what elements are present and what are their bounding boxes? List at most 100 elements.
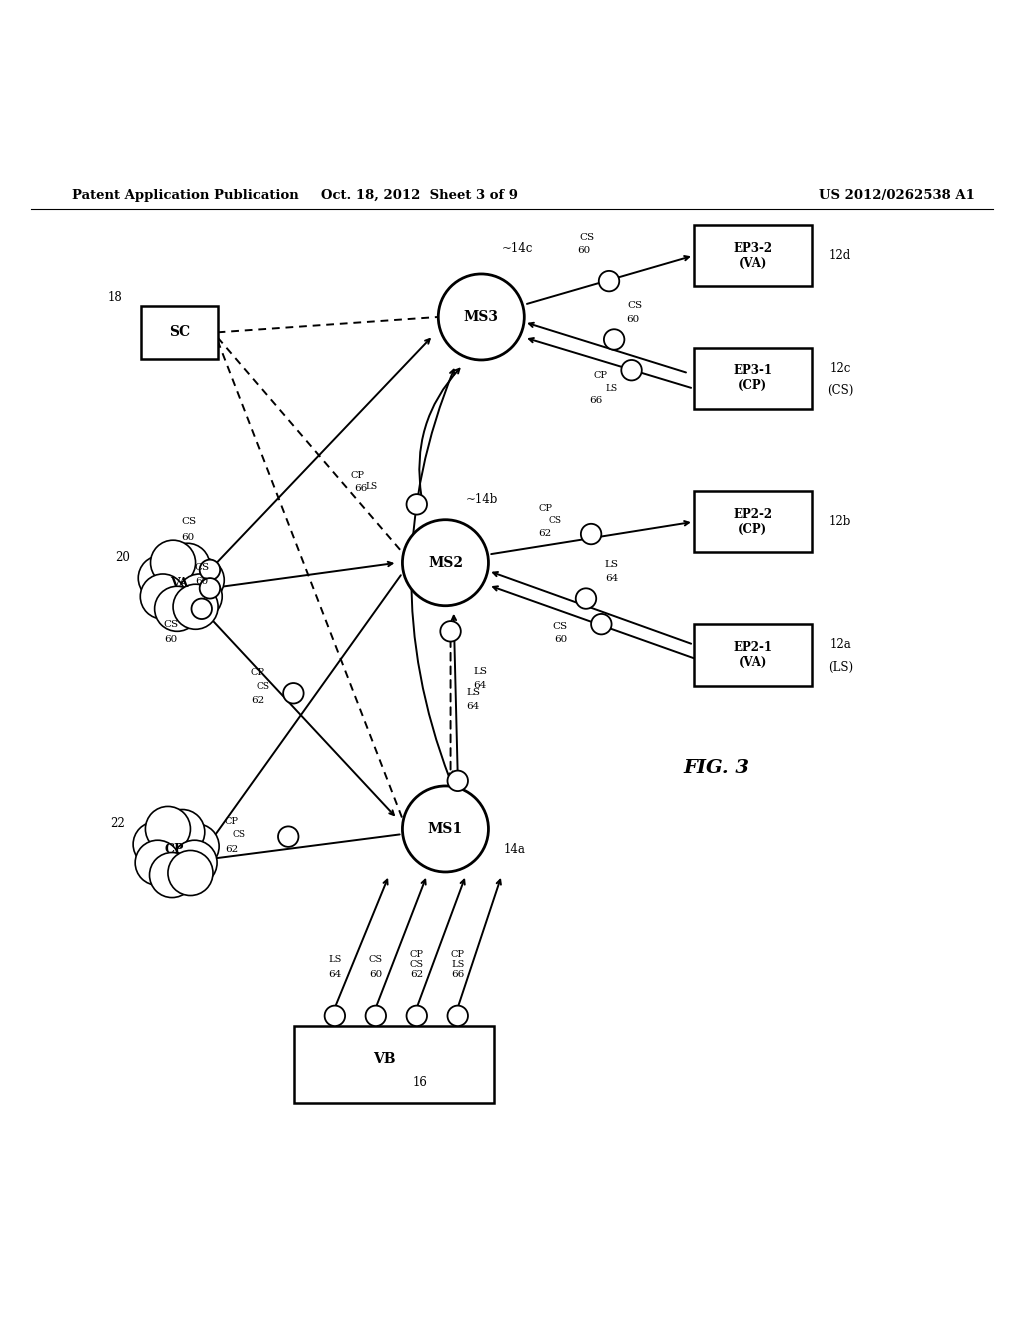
FancyArrowPatch shape — [527, 256, 689, 304]
Circle shape — [622, 360, 642, 380]
Text: 60: 60 — [577, 246, 590, 255]
Circle shape — [407, 494, 427, 515]
Text: US 2012/0262538 A1: US 2012/0262538 A1 — [819, 189, 975, 202]
Text: 60: 60 — [626, 314, 639, 323]
FancyBboxPatch shape — [694, 491, 811, 553]
FancyArrowPatch shape — [213, 562, 392, 587]
Text: 12a: 12a — [829, 638, 851, 651]
Text: EP3-1
(CP): EP3-1 (CP) — [733, 364, 772, 392]
Circle shape — [279, 826, 299, 847]
Text: ~14b: ~14b — [466, 492, 499, 506]
Circle shape — [168, 850, 213, 895]
Text: CP: CP — [350, 471, 365, 480]
Text: 64: 64 — [474, 681, 486, 690]
Circle shape — [151, 540, 196, 585]
FancyArrowPatch shape — [529, 323, 686, 372]
FancyArrowPatch shape — [459, 879, 501, 1005]
Text: CS: CS — [256, 681, 269, 690]
FancyArrowPatch shape — [212, 339, 430, 568]
Circle shape — [604, 329, 625, 350]
FancyArrowPatch shape — [418, 879, 465, 1005]
FancyArrowPatch shape — [492, 521, 689, 554]
Text: 20: 20 — [116, 552, 130, 564]
Circle shape — [165, 544, 210, 589]
Circle shape — [174, 824, 219, 869]
Text: SC: SC — [169, 325, 189, 339]
Text: CP
LS: CP LS — [451, 950, 465, 969]
Circle shape — [133, 822, 178, 867]
Text: 14a: 14a — [504, 843, 525, 855]
Text: CS: CS — [164, 619, 178, 628]
FancyBboxPatch shape — [140, 306, 217, 359]
Text: 16: 16 — [413, 1076, 427, 1089]
Circle shape — [200, 578, 220, 598]
FancyArrowPatch shape — [412, 370, 455, 779]
Circle shape — [200, 560, 220, 579]
Circle shape — [283, 682, 304, 704]
Text: CP: CP — [164, 843, 184, 855]
Text: 60: 60 — [370, 970, 382, 979]
Circle shape — [135, 841, 180, 886]
Text: LS: LS — [604, 560, 618, 569]
FancyArrowPatch shape — [452, 616, 458, 774]
FancyArrowPatch shape — [494, 586, 696, 659]
Text: LS: LS — [473, 667, 487, 676]
Circle shape — [179, 557, 224, 603]
Text: 12d: 12d — [829, 249, 851, 261]
Text: CS: CS — [579, 232, 594, 242]
Text: 66: 66 — [452, 970, 464, 979]
Text: MS3: MS3 — [464, 310, 499, 323]
Text: CP: CP — [594, 371, 608, 380]
FancyArrowPatch shape — [494, 572, 691, 644]
Text: CS: CS — [627, 301, 642, 310]
Circle shape — [152, 832, 197, 876]
Text: (LS): (LS) — [827, 661, 853, 673]
Text: 12b: 12b — [829, 515, 851, 528]
Circle shape — [591, 614, 611, 635]
Text: VA: VA — [170, 577, 188, 590]
Circle shape — [325, 1006, 345, 1026]
Text: 62: 62 — [411, 970, 423, 979]
Text: 62: 62 — [251, 696, 264, 705]
Text: CP: CP — [538, 504, 552, 513]
Text: EP2-1
(VA): EP2-1 (VA) — [733, 642, 772, 669]
Text: Patent Application Publication: Patent Application Publication — [72, 189, 298, 202]
FancyArrowPatch shape — [529, 338, 691, 388]
Circle shape — [177, 574, 222, 619]
Text: LS: LS — [466, 688, 480, 697]
Text: EP2-2
(CP): EP2-2 (CP) — [733, 508, 772, 536]
FancyArrowPatch shape — [419, 368, 460, 496]
Text: CS: CS — [369, 956, 383, 964]
Circle shape — [145, 807, 190, 851]
Circle shape — [138, 556, 183, 601]
Text: CP: CP — [251, 668, 264, 677]
Text: CS: CS — [195, 564, 209, 573]
FancyBboxPatch shape — [694, 624, 811, 685]
Text: CS: CS — [553, 622, 568, 631]
Circle shape — [581, 524, 601, 544]
Circle shape — [407, 1006, 427, 1026]
Circle shape — [402, 785, 488, 873]
Text: ~14c: ~14c — [502, 242, 534, 255]
Text: 18: 18 — [108, 290, 123, 304]
FancyArrowPatch shape — [336, 879, 388, 1005]
FancyArrowPatch shape — [377, 879, 426, 1005]
Circle shape — [160, 809, 205, 854]
Circle shape — [157, 566, 202, 611]
Circle shape — [447, 1006, 468, 1026]
Text: 66: 66 — [354, 484, 367, 494]
Text: 62: 62 — [539, 528, 552, 537]
Text: 62: 62 — [225, 845, 239, 854]
Text: 60: 60 — [554, 635, 567, 644]
Circle shape — [599, 271, 620, 292]
Text: CS: CS — [549, 516, 562, 525]
Text: 64: 64 — [605, 574, 618, 582]
Text: 66: 66 — [589, 396, 602, 405]
Text: 64: 64 — [329, 970, 341, 979]
Text: LS: LS — [605, 384, 617, 393]
Text: 60: 60 — [196, 577, 208, 586]
FancyBboxPatch shape — [694, 347, 811, 409]
Circle shape — [191, 598, 212, 619]
FancyBboxPatch shape — [694, 224, 811, 286]
Circle shape — [440, 622, 461, 642]
